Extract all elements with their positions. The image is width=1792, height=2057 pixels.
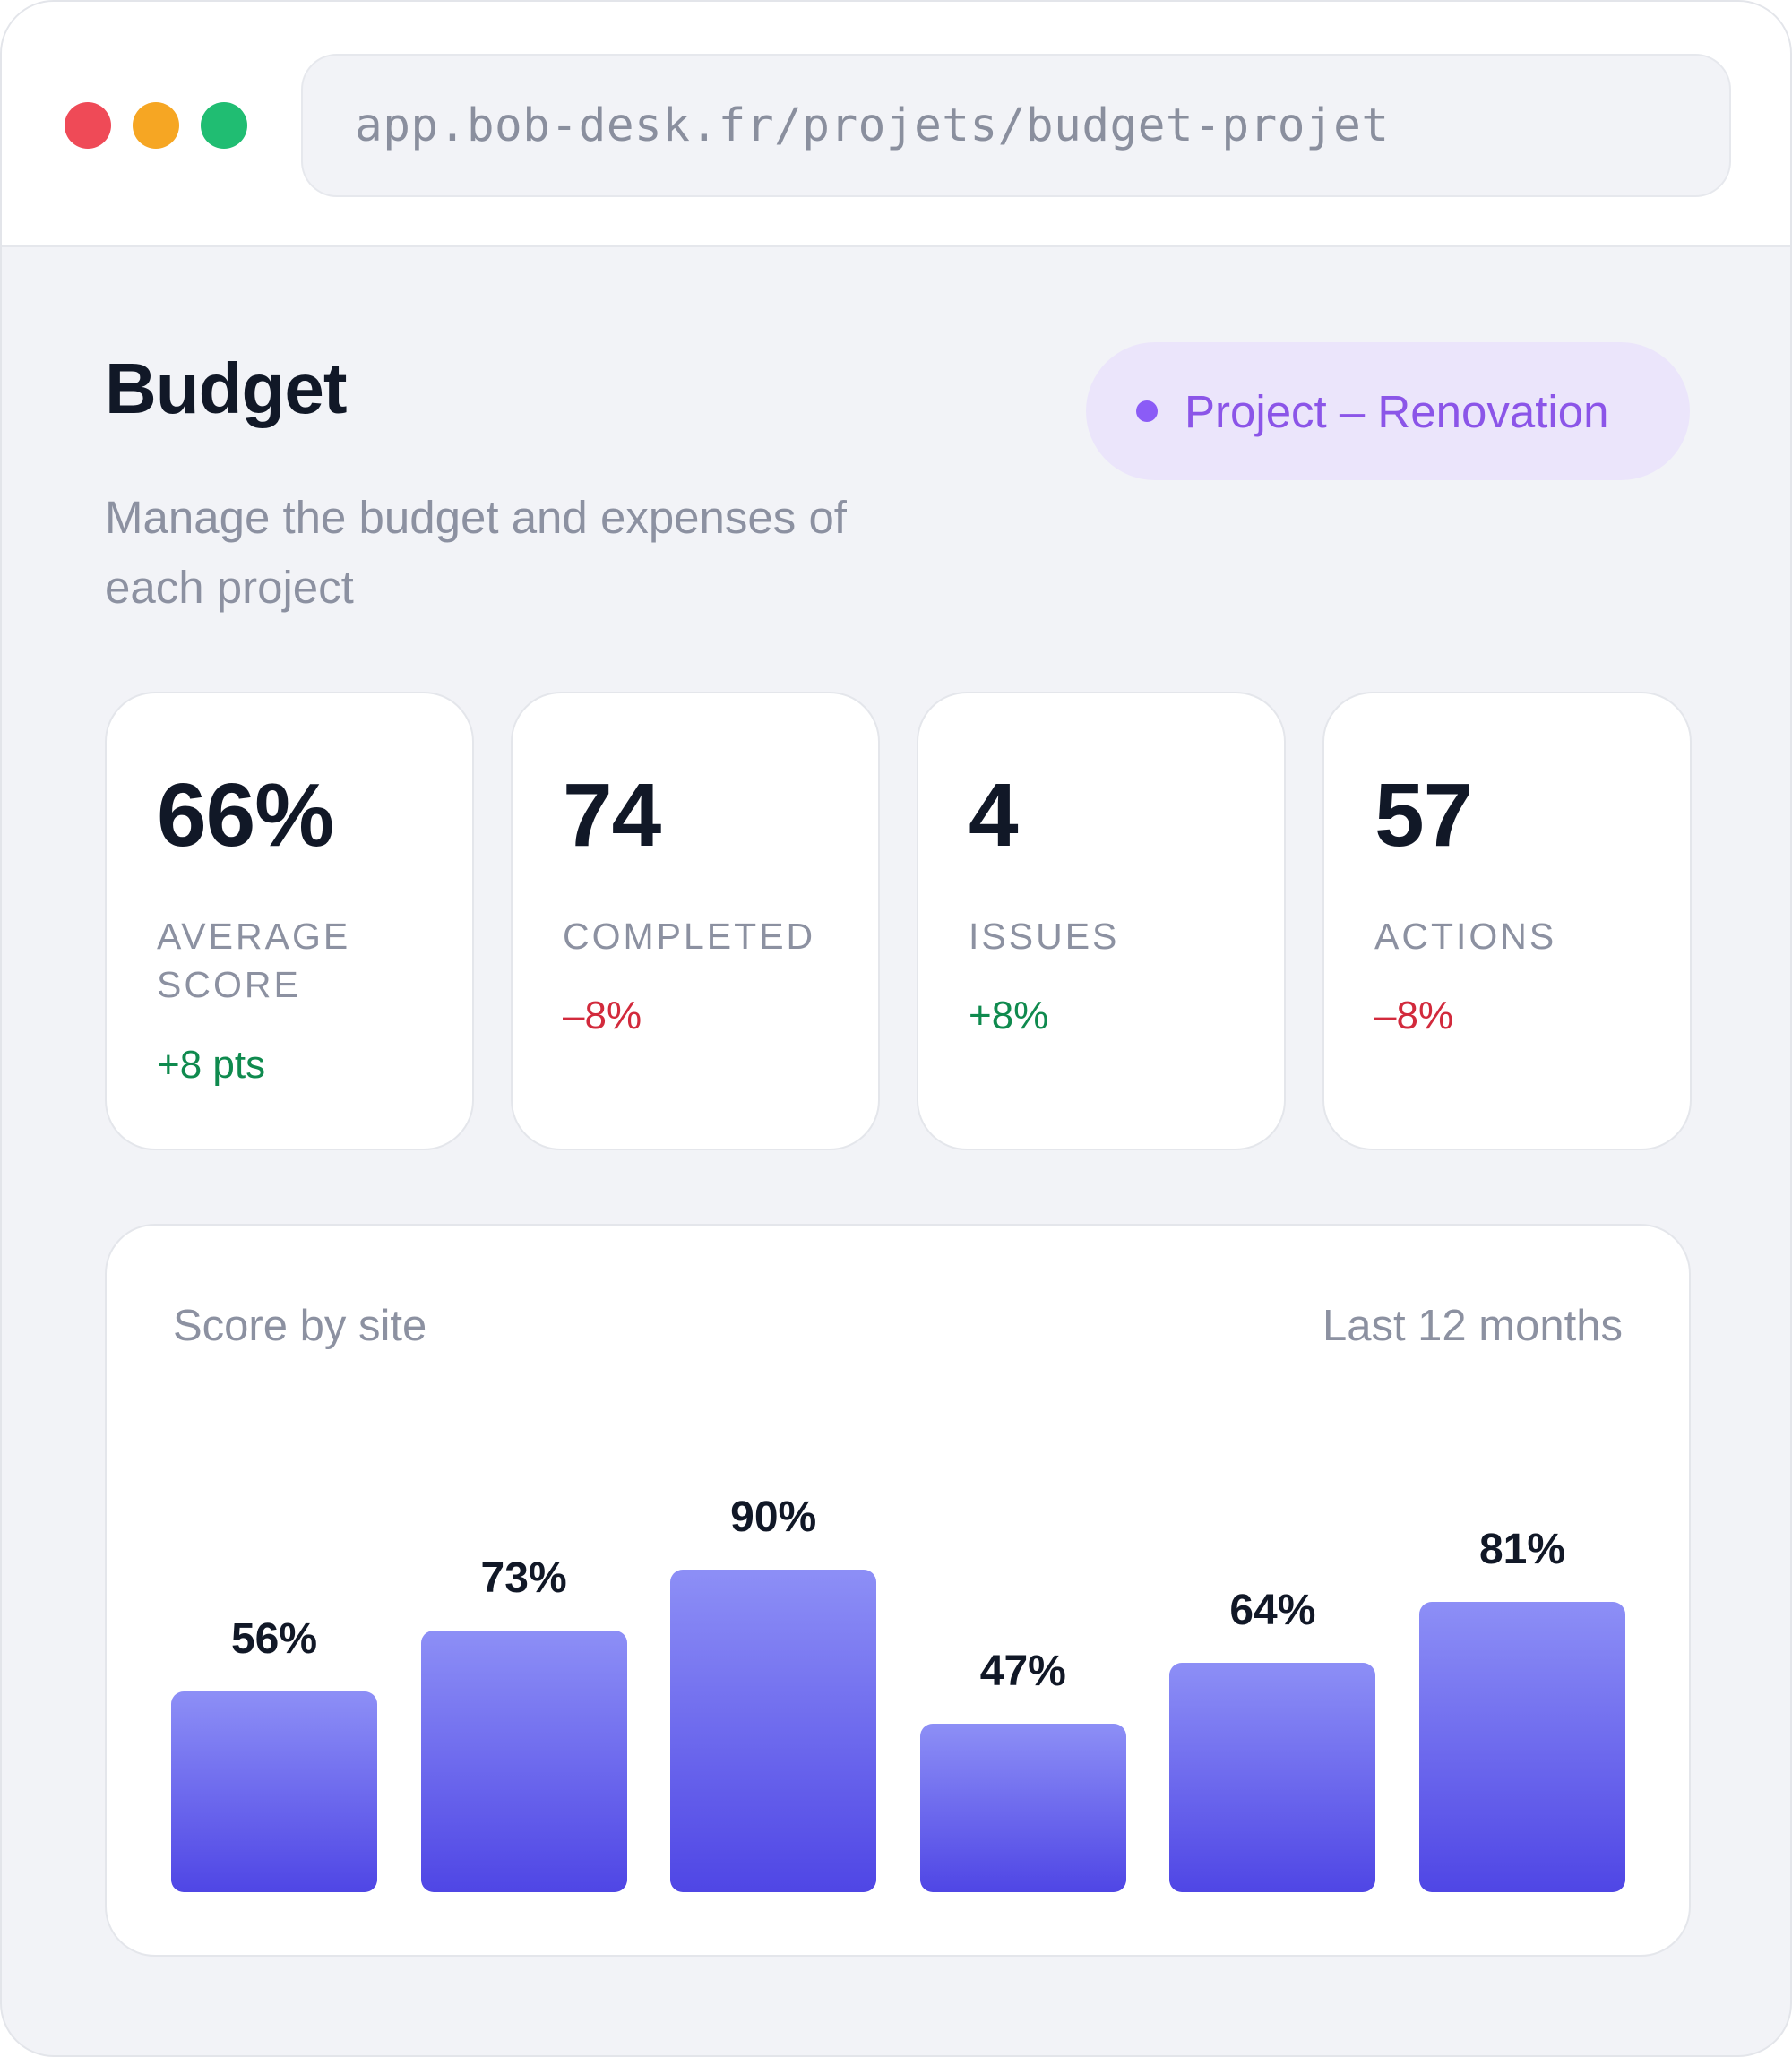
status-dot-icon bbox=[1136, 400, 1158, 422]
browser-toolbar: app.bob-desk.fr/projets/budget-projet bbox=[2, 2, 1790, 247]
address-bar-url: app.bob-desk.fr/projets/budget-projet bbox=[355, 99, 1390, 152]
chart-bar-value-label: 64% bbox=[1229, 1587, 1316, 1634]
chart-bar[interactable] bbox=[420, 1631, 627, 1892]
score-by-site-chart-card: Score by site Last 12 months 56% 73% 90% 47… bbox=[105, 1224, 1691, 1957]
project-selector-badge[interactable]: Project – Renovation bbox=[1086, 342, 1690, 480]
chart-bar-value-label: 56% bbox=[230, 1615, 318, 1663]
close-window-button[interactable] bbox=[65, 102, 111, 149]
stat-delta: –8% bbox=[563, 994, 642, 1037]
chart-bar-value-label: 73% bbox=[480, 1554, 567, 1602]
stat-delta: +8% bbox=[969, 994, 1049, 1037]
stat-card-issues: 4 ISSUES +8% bbox=[917, 692, 1286, 1150]
chart-range-selector[interactable]: Last 12 months bbox=[1322, 1302, 1623, 1350]
project-badge-label: Project – Renovation bbox=[1185, 385, 1609, 437]
stat-card-completed: 74 COMPLETED –8% bbox=[511, 692, 880, 1150]
minimize-window-button[interactable] bbox=[133, 102, 179, 149]
chart-title: Score by site bbox=[173, 1302, 427, 1350]
stat-delta: –8% bbox=[1374, 994, 1454, 1037]
stat-card-actions: 57 ACTIONS –8% bbox=[1322, 692, 1692, 1150]
chart-bar-value-label: 90% bbox=[730, 1493, 817, 1541]
stat-label: ACTIONS bbox=[1374, 916, 1557, 957]
chart-bar[interactable] bbox=[1169, 1663, 1376, 1892]
chart-bar[interactable] bbox=[1419, 1602, 1625, 1892]
page-title: Budget bbox=[105, 349, 348, 428]
chart-bar[interactable] bbox=[171, 1691, 377, 1892]
chart-bar[interactable] bbox=[919, 1724, 1126, 1892]
bar-chart: 56% 73% 90% 47% 64% 81% bbox=[107, 1226, 1689, 1955]
stat-delta: +8 pts bbox=[157, 1043, 266, 1087]
stat-value: 74 bbox=[563, 765, 661, 865]
stat-label: COMPLETED bbox=[563, 916, 816, 957]
chart-bar[interactable] bbox=[670, 1570, 877, 1892]
stat-value: 4 bbox=[969, 765, 1019, 865]
stat-label: AVERAGE SCORE bbox=[157, 916, 351, 1005]
stat-card-average-score: 66% AVERAGE SCORE +8 pts bbox=[105, 692, 474, 1150]
page-subtitle: Manage the budget and expenses of each p… bbox=[105, 492, 847, 613]
address-bar[interactable]: app.bob-desk.fr/projets/budget-projet bbox=[301, 54, 1731, 197]
maximize-window-button[interactable] bbox=[201, 102, 247, 149]
stat-value: 66% bbox=[157, 765, 334, 865]
stat-value: 57 bbox=[1374, 765, 1473, 865]
chart-bar-value-label: 81% bbox=[1478, 1526, 1566, 1573]
stat-label: ISSUES bbox=[969, 916, 1120, 957]
chart-bar-value-label: 47% bbox=[979, 1648, 1066, 1695]
